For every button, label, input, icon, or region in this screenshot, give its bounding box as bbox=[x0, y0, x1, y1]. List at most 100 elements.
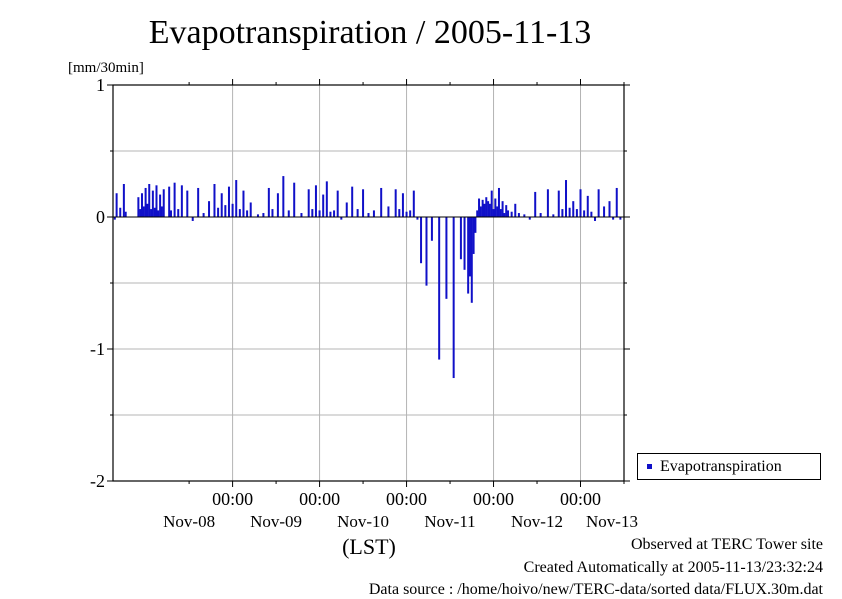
bar bbox=[155, 185, 158, 217]
bar bbox=[329, 211, 332, 217]
bar bbox=[485, 197, 488, 217]
y-tick-label: 1 bbox=[96, 75, 105, 95]
bar bbox=[322, 194, 325, 217]
bar bbox=[472, 217, 475, 254]
x-tick-label: 00:00 bbox=[473, 489, 514, 509]
bar bbox=[208, 201, 211, 217]
bar bbox=[242, 190, 245, 217]
bar bbox=[113, 217, 116, 220]
y-tick-label: -2 bbox=[90, 471, 105, 491]
bar bbox=[267, 187, 270, 217]
bar bbox=[180, 185, 183, 217]
bar bbox=[394, 189, 397, 217]
grid bbox=[113, 85, 624, 481]
bar bbox=[325, 181, 328, 217]
bar bbox=[398, 209, 401, 217]
bar bbox=[586, 195, 589, 217]
bar bbox=[287, 210, 290, 217]
bar bbox=[119, 207, 122, 217]
legend-swatch bbox=[647, 464, 652, 469]
bar bbox=[594, 217, 597, 221]
bar bbox=[539, 213, 542, 217]
bar bbox=[157, 210, 160, 217]
bar bbox=[160, 206, 163, 217]
bar bbox=[217, 207, 220, 217]
footer-created: Created Automatically at 2005-11-13/23:3… bbox=[523, 559, 823, 576]
bar bbox=[517, 213, 520, 217]
bar bbox=[224, 205, 227, 217]
x-day-label: Nov-11 bbox=[424, 512, 475, 531]
bar bbox=[490, 190, 493, 217]
bar bbox=[467, 217, 470, 294]
bar bbox=[487, 201, 490, 217]
bar bbox=[271, 209, 274, 217]
bar bbox=[496, 206, 499, 217]
bar bbox=[401, 193, 404, 217]
bars bbox=[113, 176, 622, 379]
bar bbox=[139, 209, 142, 217]
bar bbox=[507, 210, 510, 217]
bar bbox=[231, 203, 234, 217]
bar bbox=[177, 209, 180, 217]
bar bbox=[238, 209, 241, 217]
bar bbox=[246, 210, 249, 217]
bar bbox=[262, 213, 265, 217]
legend-label: Evapotranspiration bbox=[660, 458, 782, 475]
bar bbox=[169, 210, 172, 217]
bar bbox=[568, 207, 571, 217]
bar bbox=[146, 203, 149, 217]
bar bbox=[197, 187, 200, 217]
bar bbox=[528, 217, 531, 220]
bar bbox=[565, 180, 568, 217]
bar bbox=[340, 217, 343, 220]
bar bbox=[481, 199, 484, 217]
bar bbox=[459, 217, 462, 260]
bar bbox=[552, 214, 555, 217]
bar bbox=[213, 184, 216, 217]
bar bbox=[314, 185, 317, 217]
x-day-label: Nov-08 bbox=[163, 512, 215, 531]
bar bbox=[387, 206, 390, 217]
bar bbox=[151, 190, 154, 217]
bar bbox=[362, 189, 365, 217]
bar bbox=[124, 211, 127, 217]
bar bbox=[173, 182, 176, 217]
bar bbox=[603, 206, 606, 217]
bar bbox=[137, 197, 140, 217]
bar bbox=[583, 210, 586, 217]
x-axis-label: (LST) bbox=[342, 534, 396, 559]
bar bbox=[191, 217, 194, 221]
bar bbox=[497, 187, 500, 217]
bar bbox=[483, 203, 486, 217]
bar bbox=[300, 213, 303, 217]
bar bbox=[220, 193, 223, 217]
bar bbox=[494, 198, 497, 217]
bar bbox=[372, 210, 375, 217]
bar bbox=[579, 189, 582, 217]
bar bbox=[478, 198, 481, 217]
bar bbox=[148, 184, 151, 217]
footer-observed: Observed at TERC Tower site bbox=[630, 536, 823, 553]
bar bbox=[488, 203, 491, 217]
bar bbox=[140, 193, 143, 217]
bar bbox=[492, 209, 495, 217]
bar bbox=[307, 189, 310, 217]
bar bbox=[380, 187, 383, 217]
bar bbox=[608, 201, 611, 217]
bar bbox=[546, 189, 549, 217]
bar bbox=[479, 206, 482, 217]
bar bbox=[474, 217, 477, 233]
bar bbox=[351, 186, 354, 217]
y-tick-label: -1 bbox=[90, 339, 105, 359]
bar bbox=[142, 206, 145, 217]
bar bbox=[510, 211, 513, 217]
bar bbox=[159, 194, 162, 217]
bar bbox=[345, 202, 348, 217]
bar bbox=[430, 217, 433, 241]
bar bbox=[162, 189, 165, 217]
bar bbox=[168, 186, 171, 217]
bar bbox=[561, 209, 564, 217]
bar bbox=[293, 182, 296, 217]
bar bbox=[367, 213, 370, 217]
chart-title: Evapotranspiration / 2005-11-13 bbox=[148, 14, 592, 51]
